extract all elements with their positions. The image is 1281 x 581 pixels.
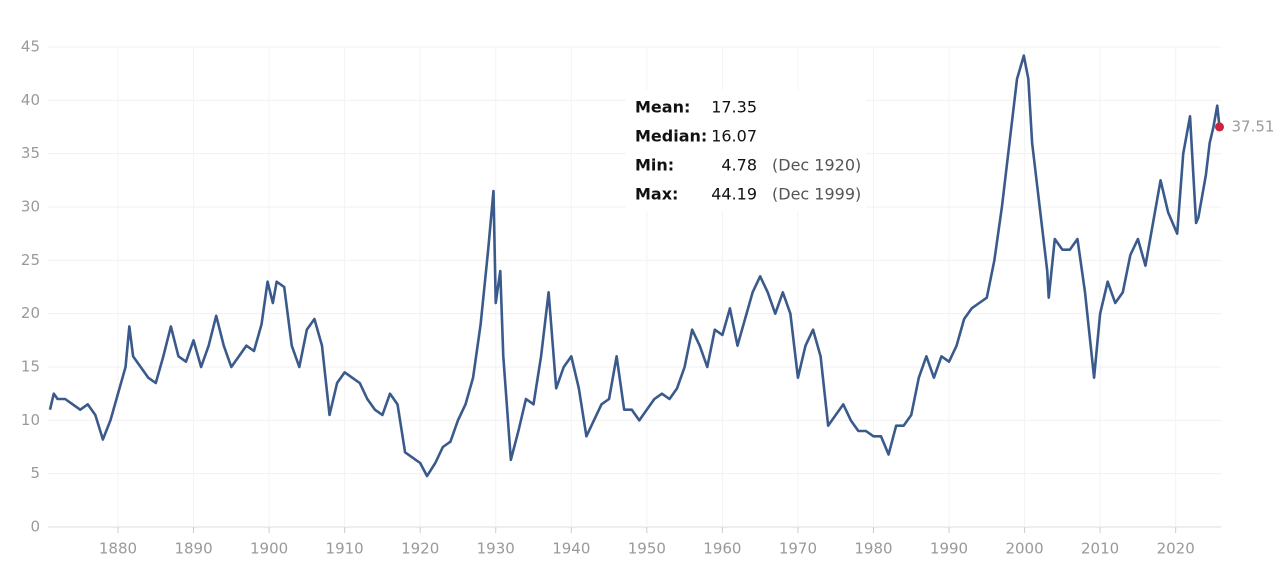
y-tick-label: 10 (21, 411, 40, 429)
stat-value: 17.35 (711, 98, 757, 117)
stat-note: (Dec 1920) (772, 156, 861, 175)
x-tick-label: 1920 (401, 540, 439, 558)
x-tick-label: 2000 (1005, 540, 1043, 558)
x-tick-label: 1980 (854, 540, 892, 558)
x-tick-label: 1960 (703, 540, 741, 558)
y-tick-label: 20 (21, 304, 40, 322)
x-tick-label: 1970 (779, 540, 817, 558)
stat-value: 4.78 (721, 156, 757, 175)
stat-label: Median: (635, 127, 707, 146)
y-tick-label: 35 (21, 144, 40, 162)
stats-background (626, 90, 866, 212)
x-tick-label: 1900 (250, 540, 288, 558)
stat-note: (Dec 1999) (772, 185, 861, 204)
stat-value: 44.19 (711, 185, 757, 204)
x-tick-label: 1990 (930, 540, 968, 558)
stat-value: 16.07 (711, 127, 757, 146)
x-tick-label: 1890 (174, 540, 212, 558)
x-tick-label: 1940 (552, 540, 590, 558)
last-value-label: 37.51 (1231, 117, 1274, 135)
stat-label: Mean: (635, 98, 690, 117)
y-tick-label: 30 (21, 198, 40, 216)
y-tick-label: 40 (21, 91, 40, 109)
y-tick-label: 45 (21, 38, 40, 56)
last-point (1214, 122, 1224, 132)
line-series (48, 54, 1221, 478)
y-tick-label: 0 (30, 518, 40, 536)
x-tick-label: 2010 (1081, 540, 1119, 558)
x-tick-label: 1930 (477, 540, 515, 558)
x-tick-label: 1910 (326, 540, 364, 558)
y-tick-label: 25 (21, 251, 40, 269)
x-tick-label: 1950 (628, 540, 666, 558)
stat-label: Max: (635, 185, 678, 204)
x-tick-label: 1880 (99, 540, 137, 558)
y-tick-label: 15 (21, 358, 40, 376)
y-tick-label: 5 (30, 464, 40, 482)
stat-label: Min: (635, 156, 674, 175)
x-tick-label: 2020 (1157, 540, 1195, 558)
